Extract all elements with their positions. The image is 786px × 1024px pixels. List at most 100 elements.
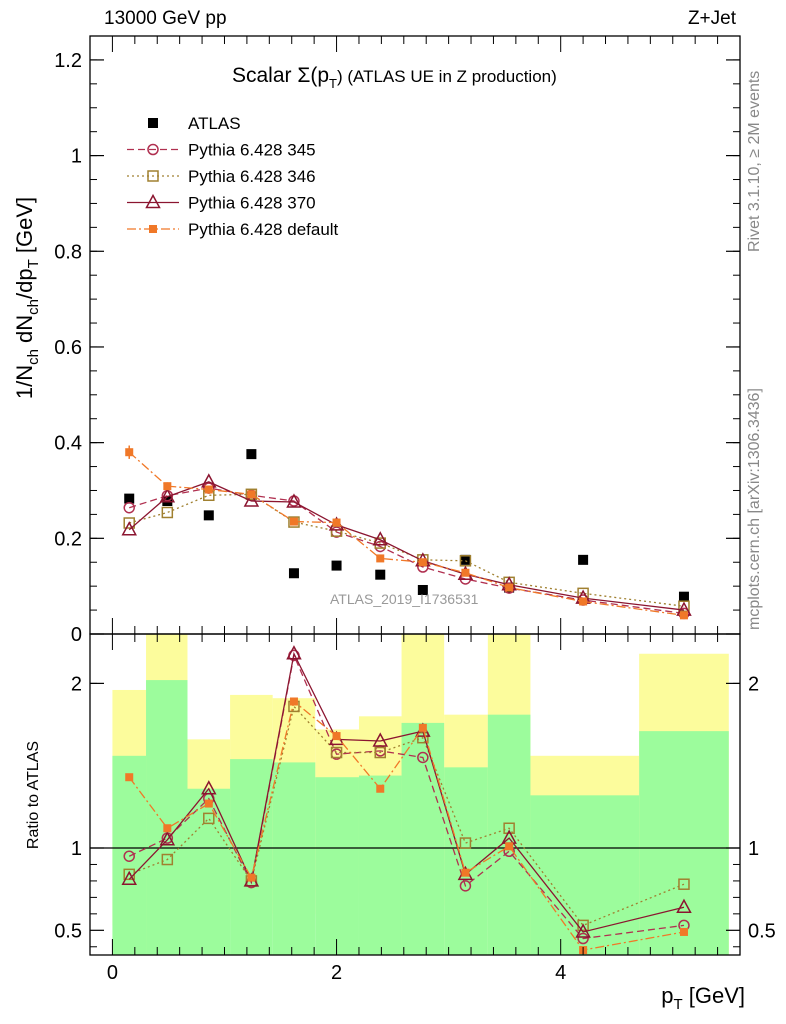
ratio-series-2-point: [372, 732, 389, 747]
ratio-ytick-label-right: 2: [748, 673, 759, 695]
main-series-0-point: [460, 554, 471, 565]
legend-label: Pythia 6.428 345: [188, 141, 316, 160]
ratio-series-0-point: [417, 751, 429, 764]
process-label: Z+Jet: [687, 8, 736, 29]
main-series-4-point: [505, 583, 514, 592]
legend-label: Pythia 6.428 default: [188, 220, 339, 239]
xlabel-p: p: [661, 983, 673, 1008]
plot-title-sub: T: [329, 76, 337, 91]
main-series-0-point: [417, 584, 428, 595]
ratio-series-3-point: [125, 773, 134, 782]
main-series-0-point: [124, 493, 135, 504]
legend-marker: [149, 225, 157, 233]
main-series-3-point: [159, 488, 176, 503]
main-series-2-point: [245, 488, 258, 501]
green-band-bin: [401, 722, 445, 955]
main-ylabel-part: ch: [25, 299, 42, 315]
legend-label: ATLAS: [188, 114, 241, 133]
ratio-series-1-point: [330, 746, 343, 759]
ratio-series-0-point: [459, 880, 472, 892]
legend-item-3: Pythia 6.428 370: [127, 194, 316, 213]
green-band-bin: [230, 759, 273, 955]
main-ytick-label: 0.2: [54, 528, 82, 550]
ratio-series-3-line: [128, 700, 685, 951]
main-series-4-point: [247, 490, 256, 499]
ratio-series-0-point: [577, 932, 589, 945]
ratio-series-2-point: [121, 870, 137, 886]
ratio-series-3-point: [289, 697, 298, 706]
main-ytick-label: 1: [71, 146, 82, 168]
green-band-bin: [639, 731, 729, 955]
main-series-group: [121, 445, 692, 620]
ratio-series-1-line: [128, 705, 685, 927]
legend-label: Pythia 6.428 346: [188, 167, 316, 186]
ratio-ytick-label: 2: [71, 673, 82, 695]
xtick-label: 0: [107, 962, 118, 984]
main-series-4-point: [332, 518, 341, 527]
main-series-3-point: [243, 492, 260, 507]
green-band-bin: [112, 755, 147, 955]
green-band-bin: [315, 777, 359, 955]
main-series-0-point: [331, 560, 342, 571]
ratio-ylabel: Ratio to ATLAS: [25, 741, 42, 849]
main-series-4-point: [579, 597, 588, 606]
green-band-bin: [358, 775, 402, 955]
ratio-series-1-point: [203, 812, 215, 825]
main-series-3-point: [372, 531, 389, 546]
main-series-0-point: [375, 569, 386, 580]
ratio-series-3-point: [376, 784, 385, 793]
ratio-series-1-point: [503, 822, 515, 834]
main-series-3-point: [121, 521, 137, 536]
ratio-series-3-point: [679, 927, 688, 936]
main-series-0-point: [246, 449, 257, 460]
main-series-3-point: [286, 493, 302, 508]
ratio-series-2-line: [128, 651, 685, 933]
legend-item-2: Pythia 6.428 346: [127, 167, 316, 186]
ratio-series-2-point: [286, 645, 302, 660]
energy-label: 13000 GeV pp: [104, 8, 227, 29]
main-ylabel-part: ch: [25, 349, 42, 365]
green-band-bin: [146, 680, 188, 955]
ratio-bands: [112, 634, 729, 955]
ratio-ytick-label-right: 1: [748, 838, 759, 860]
main-series-4-point: [204, 485, 213, 494]
ratio-series-1-point: [459, 837, 472, 849]
ratio-series-3-point: [204, 799, 213, 808]
xlabel-unit: [GeV]: [683, 983, 745, 1008]
main-series-1-point: [123, 501, 135, 514]
main-ylabel-part: /dp: [12, 268, 37, 299]
ratio-series-3-point: [332, 732, 341, 741]
analysis-watermark: ATLAS_2019_I1736531: [330, 591, 479, 607]
main-series-4-point: [125, 448, 134, 457]
main-ytick-label: 1.2: [54, 50, 82, 72]
legend-item-0: ATLAS: [148, 114, 241, 133]
ratio-series-3-point: [163, 824, 172, 833]
main-series-1-line: [129, 487, 685, 615]
plot-title: Scalar Σ(pT) (ATLAS UE in Z production): [232, 64, 557, 91]
green-band-bin: [272, 762, 316, 955]
ratio-series-2-point: [159, 831, 176, 846]
main-ytick-label: 0.6: [54, 337, 82, 359]
main-series-4-point: [163, 482, 172, 491]
main-ytick-label: 0.8: [54, 241, 82, 263]
main-series-2-point: [123, 517, 135, 529]
legend-marker: [147, 170, 159, 182]
ratio-series-1-point: [678, 878, 690, 890]
main-series-2-point: [161, 506, 174, 519]
ratio-series-group: [121, 645, 692, 955]
main-series-3-line: [128, 481, 685, 611]
main-series-4-point: [418, 558, 427, 567]
main-series-4-line: [128, 451, 685, 616]
ratio-series-2-point: [201, 780, 217, 795]
xtick-label: 2: [331, 962, 342, 984]
legend-marker: [147, 143, 159, 156]
main-ytick-label: 0: [71, 624, 82, 646]
main-ylabel-part: dN: [12, 315, 37, 349]
plot-title-rest: ) (ATLAS UE in Z production): [337, 67, 557, 86]
xlabel-sub: T: [673, 996, 682, 1013]
ratio-ytick-label-right: 0.5: [748, 920, 776, 942]
main-ytick-label: 0.4: [54, 433, 82, 455]
xtick-label: 4: [555, 962, 566, 984]
ratio-series-2-point: [575, 923, 591, 938]
